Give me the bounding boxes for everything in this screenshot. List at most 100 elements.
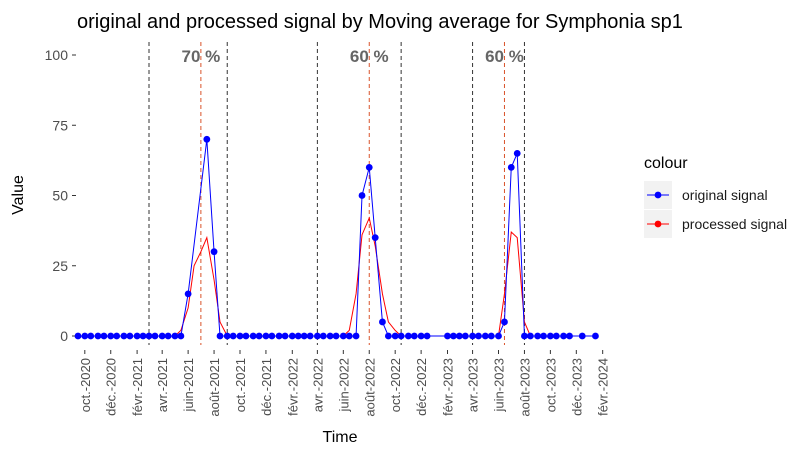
y-tick-label: 75 — [52, 117, 68, 133]
legend-key-marker — [654, 220, 662, 228]
x-tick-label: août-2022 — [362, 358, 377, 417]
original-signal-point — [345, 332, 353, 340]
original-signal-point — [236, 332, 244, 340]
original-signal-point — [107, 332, 115, 340]
legend-item-label: processed signal — [682, 216, 787, 232]
original-signal-point — [475, 332, 482, 340]
legend-key-marker — [654, 191, 662, 199]
original-signal-point — [249, 332, 257, 340]
original-signal-point — [365, 164, 373, 171]
original-signal-point — [281, 332, 289, 340]
x-tick-label: déc.-2023 — [569, 358, 584, 416]
y-tick-label: 100 — [45, 47, 69, 63]
original-signal-point — [255, 332, 263, 340]
peak-percentage-label: 60 % — [350, 47, 389, 66]
y-tick-label: 0 — [60, 328, 68, 344]
original-signal-point — [126, 332, 134, 340]
original-signal-point — [332, 332, 340, 340]
original-signal-point — [481, 332, 489, 340]
processed-signal-series — [78, 216, 596, 337]
original-signal-point — [566, 332, 573, 340]
original-signal-point — [391, 332, 399, 340]
y-axis: 0 25 50 75 100 — [45, 47, 76, 344]
original-signal-point — [371, 234, 379, 242]
original-signal-point — [384, 332, 392, 340]
original-signal-point — [294, 332, 302, 340]
x-axis: oct.-2020 déc.-2020 févr.-2021 avr.-2021 jui… — [78, 350, 611, 417]
original-signal-point — [164, 332, 172, 340]
original-signal-point — [203, 135, 211, 143]
original-signal-point — [306, 332, 314, 340]
original-signal-point — [151, 332, 159, 340]
x-tick-label: déc.-2021 — [259, 358, 274, 416]
original-signal-point — [139, 332, 147, 340]
y-tick-label: 25 — [52, 258, 68, 274]
original-signal-point — [339, 332, 347, 340]
legend-item: original signal — [644, 181, 768, 209]
x-tick-label: déc.-2020 — [104, 358, 119, 416]
original-signal-point — [145, 332, 153, 340]
original-signal-point — [469, 332, 476, 340]
x-tick-label: févr.-2021 — [130, 358, 145, 416]
x-tick-label: févr.-2022 — [285, 358, 300, 416]
original-signal-point — [300, 332, 308, 340]
original-signal-point — [216, 332, 224, 340]
x-tick-label: avr.-2022 — [310, 358, 325, 412]
original-signal-point — [242, 332, 250, 340]
original-signal-point — [495, 332, 502, 340]
x-tick-label: avr.-2023 — [466, 358, 481, 412]
original-signal-point — [526, 332, 534, 340]
original-signal-point — [74, 332, 82, 340]
original-signal-point — [81, 332, 89, 340]
y-tick-label: 50 — [52, 188, 68, 204]
original-signal-point — [100, 332, 108, 340]
original-signal-point — [417, 332, 425, 340]
original-signal-point — [358, 192, 366, 199]
original-signal-point — [268, 332, 276, 340]
original-signal-point — [229, 332, 237, 340]
original-signal-point — [404, 332, 412, 340]
original-signal-point — [534, 332, 542, 340]
original-signal-point — [540, 332, 547, 340]
peak-percentage-label: 70 % — [182, 47, 221, 66]
original-signal-point — [507, 164, 515, 171]
legend-item-label: original signal — [682, 187, 768, 203]
original-signal-point — [184, 290, 192, 298]
original-signal-point — [423, 332, 431, 340]
original-signal-point — [410, 332, 418, 340]
legend: colour original signal processed signal — [644, 155, 787, 238]
original-signal-point — [94, 332, 102, 340]
original-signal-point — [133, 332, 141, 340]
original-signal-point — [450, 332, 457, 340]
x-tick-label: oct.-2020 — [78, 358, 93, 412]
original-signal-point — [455, 332, 463, 340]
x-axis-label: Time — [323, 429, 358, 446]
x-tick-label: oct.-2021 — [233, 358, 248, 412]
original-signal-point — [578, 332, 586, 340]
original-signal-point — [461, 332, 469, 340]
original-signal-point — [113, 332, 121, 340]
original-signal-point — [177, 332, 185, 340]
x-tick-label: juin-2021 — [181, 358, 196, 413]
original-signal-point — [262, 332, 270, 340]
original-signal-point — [158, 332, 166, 340]
peak-percentage-label: 60 % — [485, 47, 524, 66]
x-tick-label: oct.-2022 — [388, 358, 403, 412]
x-tick-label: juin-2023 — [492, 358, 507, 413]
x-tick-label: oct.-2023 — [543, 358, 558, 412]
x-tick-label: juin-2022 — [336, 358, 351, 413]
annotations-layer: 70 % 60 % 60 % — [148, 42, 525, 345]
original-signal-point — [397, 332, 405, 340]
x-tick-label: déc.-2022 — [414, 358, 429, 416]
series-layer — [74, 135, 599, 340]
legend-item: processed signal — [644, 210, 787, 238]
y-axis-label: Value — [10, 175, 27, 215]
original-signal-point — [560, 332, 567, 340]
original-signal-point — [501, 318, 508, 326]
original-signal-point — [352, 332, 360, 340]
x-tick-label: févr.-2023 — [440, 358, 455, 416]
x-tick-label: août-2021 — [207, 358, 222, 417]
original-signal-point — [592, 332, 599, 340]
